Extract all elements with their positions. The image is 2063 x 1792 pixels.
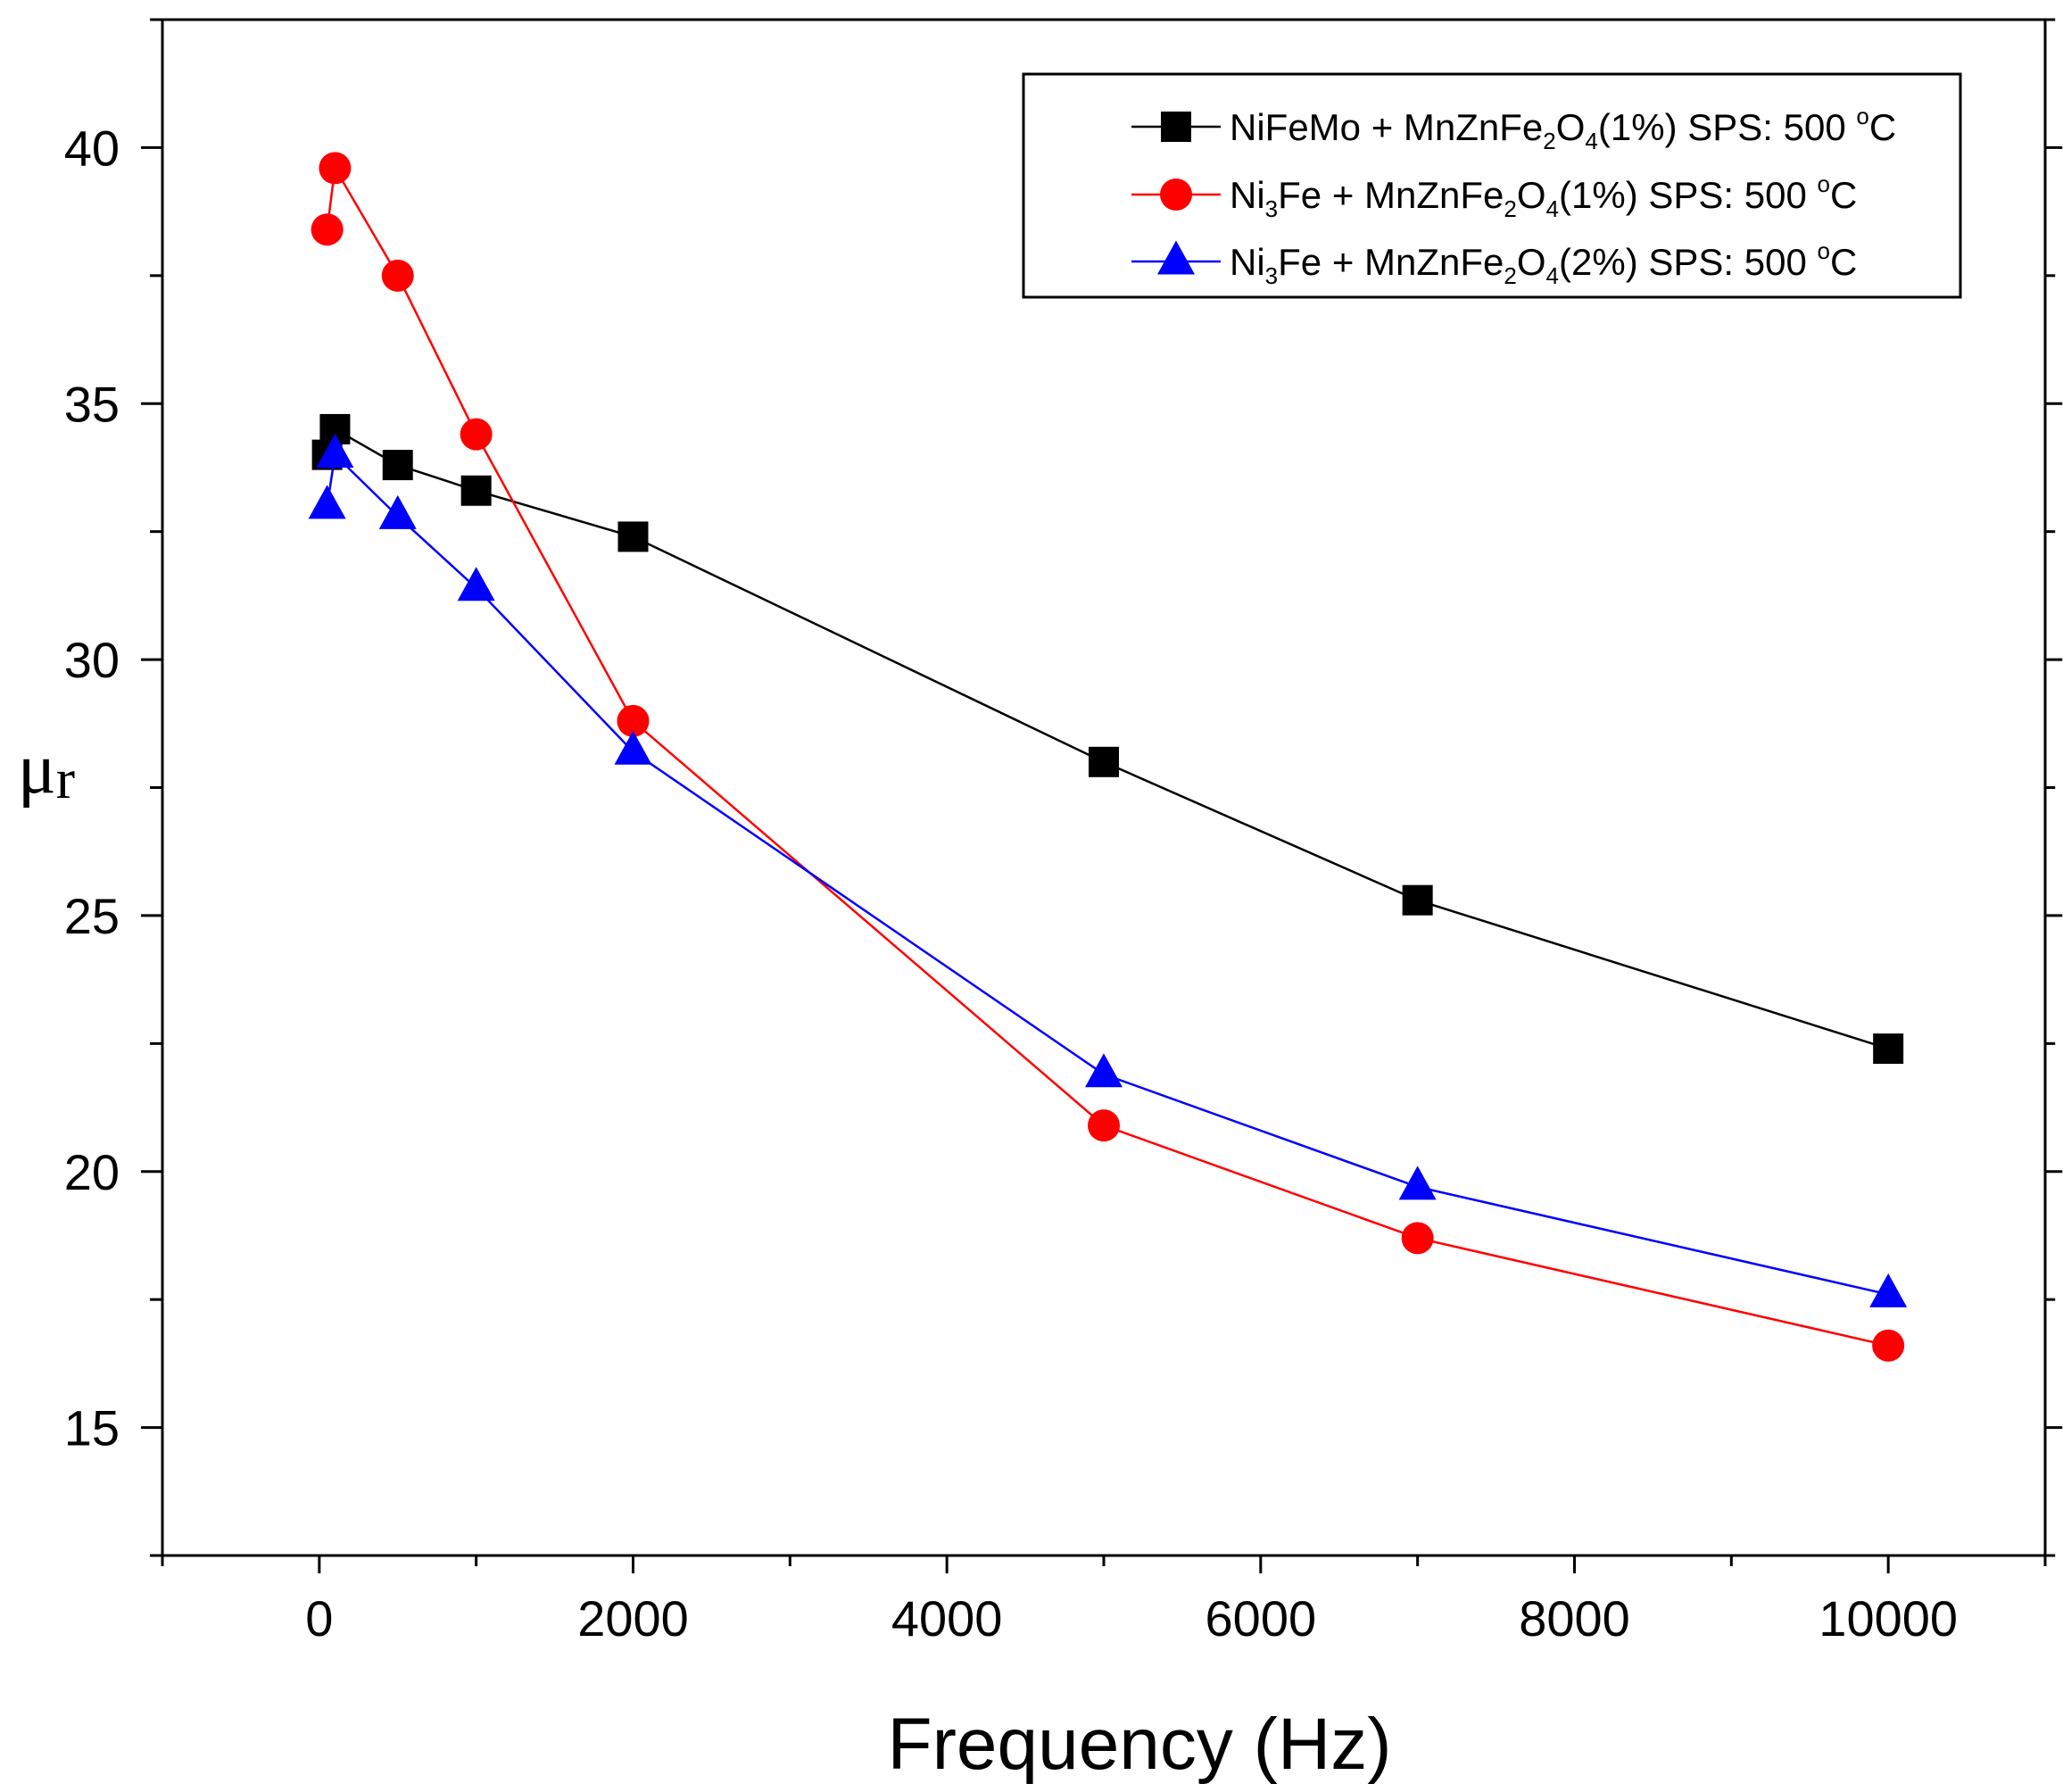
legend-label-part: 4 <box>1585 128 1597 154</box>
series-2-point <box>1872 1329 1905 1362</box>
legend-swatch-marker <box>1157 240 1195 275</box>
series-2-point <box>1088 1109 1120 1142</box>
series-1-point <box>382 450 413 481</box>
series-3 <box>308 434 1908 1307</box>
legend-label-part: C <box>1830 241 1857 283</box>
legend-label: NiFeMo + MnZnFe2O4(1%) SPS: 500 oC <box>1230 103 1896 154</box>
legend-label-part: 2 <box>1543 128 1555 154</box>
series-3-point <box>457 567 495 601</box>
series-3-point <box>378 494 417 529</box>
legend-label-part: Fe + MnZnFe <box>1278 174 1504 216</box>
series-2-point <box>381 259 414 292</box>
y-tick-label: 15 <box>64 1400 120 1456</box>
y-tick-label: 25 <box>64 888 120 944</box>
y-tick-label: 35 <box>64 376 120 432</box>
legend-label-part: Ni <box>1230 174 1265 216</box>
legend-label-part: 3 <box>1265 262 1278 289</box>
series-3-point <box>316 434 354 469</box>
legend-label-part: O <box>1556 106 1586 148</box>
x-axis-ticks: 0 2000 4000 6000 8000 10000 <box>161 1556 2047 1647</box>
series-2 <box>311 152 1905 1362</box>
legend-label-part: 3 <box>1265 195 1278 222</box>
legend-label-part: Fe + MnZnFe <box>1278 241 1504 283</box>
x-tick-label: 4000 <box>891 1590 1003 1647</box>
series-3-line <box>326 452 1889 1296</box>
legend-label-part: C <box>1869 106 1896 148</box>
series-layer <box>308 152 1908 1362</box>
legend-label-part: C <box>1830 174 1857 216</box>
series-1-point <box>1089 746 1119 777</box>
x-axis-title: Frequency (Hz) <box>887 1704 1391 1785</box>
x-tick-label: 10000 <box>1819 1590 1958 1647</box>
series-1-point <box>1402 884 1433 916</box>
series-2-point <box>460 418 493 451</box>
legend-label-part: 4 <box>1546 262 1559 289</box>
y-axis-ticks: 15 20 25 30 35 40 <box>64 18 2063 1557</box>
series-3-point <box>1398 1166 1437 1200</box>
series-2-point <box>311 213 344 246</box>
x-tick-label: 6000 <box>1205 1590 1317 1647</box>
series-1-line <box>326 427 1889 1050</box>
legend-label: Ni3Fe + MnZnFe2O4(1%) SPS: 500 oC <box>1230 170 1857 222</box>
series-3-point <box>1085 1053 1123 1088</box>
legend-label: Ni3Fe + MnZnFe2O4(2%) SPS: 500 oC <box>1230 237 1857 289</box>
series-2-point <box>1401 1222 1434 1255</box>
y-axis-title-sub: r <box>56 747 75 810</box>
legend-label-part: (1%) SPS: 500 <box>1559 174 1817 216</box>
legend-swatch-marker <box>1160 178 1192 211</box>
legend-swatch-marker <box>1161 112 1191 142</box>
legend-label-part: o <box>1817 170 1829 197</box>
legend-label-part: (1%) SPS: 500 <box>1598 106 1856 148</box>
legend-label-part: Ni <box>1230 241 1265 283</box>
y-axis-title: μr <box>18 730 75 810</box>
legend-label-part: 2 <box>1504 195 1516 222</box>
x-tick-label: 0 <box>305 1590 333 1647</box>
legend-label-part: o <box>1856 103 1868 129</box>
y-tick-label: 30 <box>64 632 120 688</box>
y-tick-label: 40 <box>64 120 120 176</box>
series-2-point <box>319 152 352 185</box>
y-tick-label: 20 <box>64 1144 120 1200</box>
legend-label-part: o <box>1817 237 1829 264</box>
x-tick-label: 2000 <box>577 1590 689 1647</box>
series-1-point <box>617 521 649 552</box>
legend-entry-1: NiFeMo + MnZnFe2O4(1%) SPS: 500 oC <box>1131 103 1896 154</box>
legend-entry-2: Ni3Fe + MnZnFe2O4(1%) SPS: 500 oC <box>1131 170 1857 222</box>
series-2-line <box>326 164 1889 1348</box>
series-3-point <box>1869 1273 1908 1307</box>
x-tick-label: 8000 <box>1519 1590 1630 1647</box>
series-1-point <box>460 475 492 506</box>
legend-label-part: 2 <box>1504 262 1516 289</box>
legend-label-part: NiFeMo + MnZnFe <box>1230 106 1543 148</box>
series-1 <box>311 413 1904 1065</box>
series-3-point <box>308 485 346 519</box>
legend-entry-3: Ni3Fe + MnZnFe2O4(2%) SPS: 500 oC <box>1131 237 1857 289</box>
legend-label-part: O <box>1517 174 1546 216</box>
series-1-point <box>1873 1033 1904 1065</box>
legend-label-part: (2%) SPS: 500 <box>1559 241 1817 283</box>
series-3-point <box>614 730 652 765</box>
y-axis-title-main: μ <box>18 730 56 809</box>
legend: NiFeMo + MnZnFe2O4(1%) SPS: 500 oCNi3Fe … <box>1022 72 1962 299</box>
legend-label-part: 4 <box>1546 195 1559 222</box>
series-2-point <box>617 704 650 737</box>
legend-label-part: O <box>1517 241 1546 283</box>
